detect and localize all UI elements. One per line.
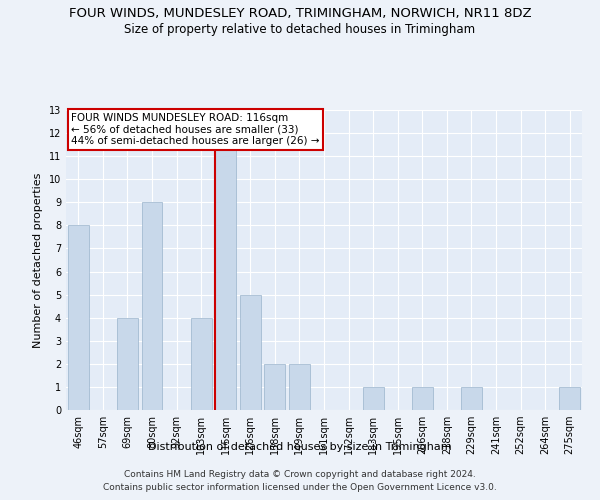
Bar: [461, 387, 482, 410]
Bar: [362, 387, 383, 410]
Text: Contains public sector information licensed under the Open Government Licence v3: Contains public sector information licen…: [103, 482, 497, 492]
Text: Distribution of detached houses by size in Trimingham: Distribution of detached houses by size …: [148, 442, 452, 452]
Bar: [68, 226, 89, 410]
Bar: [265, 364, 286, 410]
Bar: [215, 110, 236, 410]
Bar: [559, 387, 580, 410]
Text: Size of property relative to detached houses in Trimingham: Size of property relative to detached ho…: [124, 22, 476, 36]
Bar: [117, 318, 138, 410]
Bar: [191, 318, 212, 410]
Text: FOUR WINDS MUNDESLEY ROAD: 116sqm
← 56% of detached houses are smaller (33)
44% : FOUR WINDS MUNDESLEY ROAD: 116sqm ← 56% …: [71, 113, 320, 146]
Bar: [142, 202, 163, 410]
Y-axis label: Number of detached properties: Number of detached properties: [33, 172, 43, 348]
Bar: [412, 387, 433, 410]
Bar: [240, 294, 261, 410]
Text: FOUR WINDS, MUNDESLEY ROAD, TRIMINGHAM, NORWICH, NR11 8DZ: FOUR WINDS, MUNDESLEY ROAD, TRIMINGHAM, …: [68, 8, 532, 20]
Bar: [289, 364, 310, 410]
Text: Contains HM Land Registry data © Crown copyright and database right 2024.: Contains HM Land Registry data © Crown c…: [124, 470, 476, 479]
